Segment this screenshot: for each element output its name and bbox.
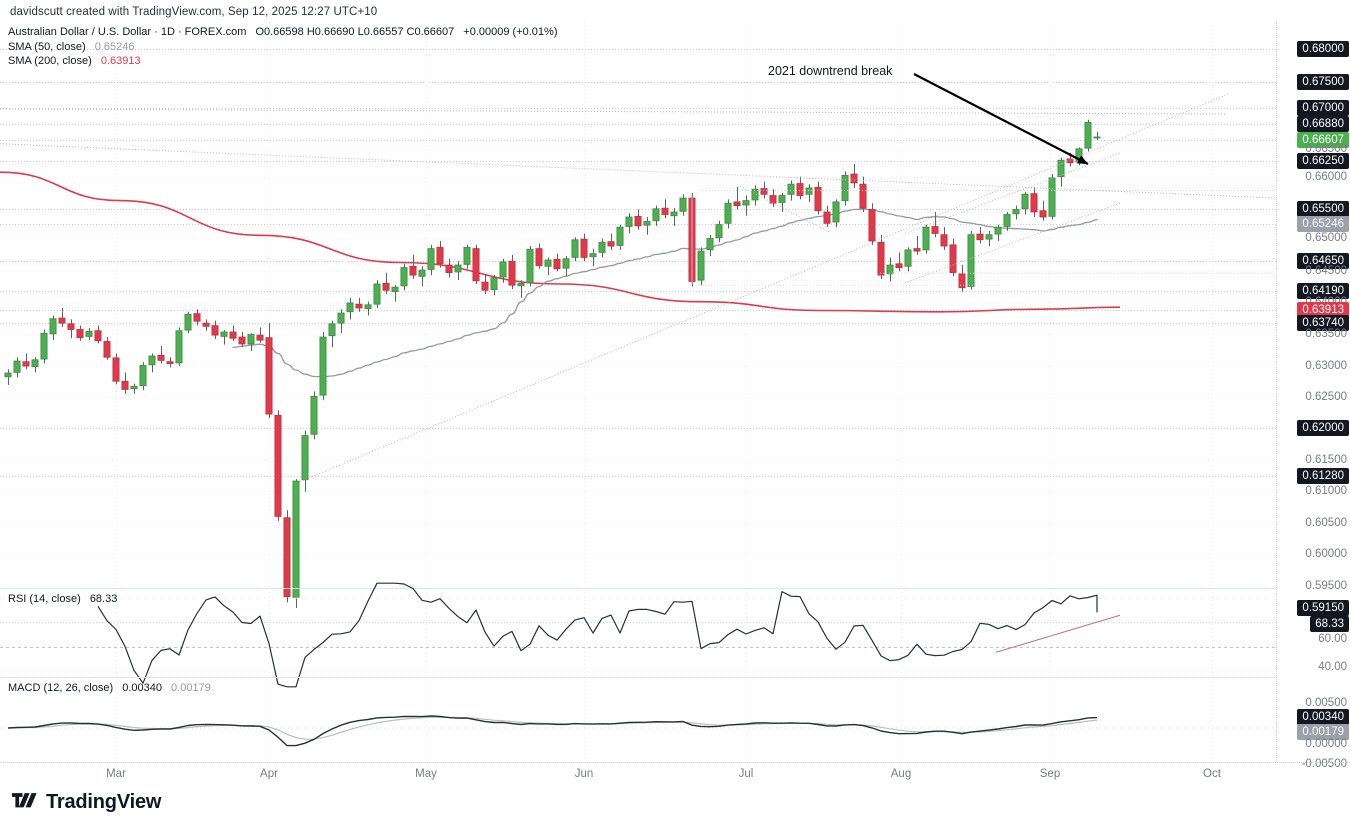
price-tick-badge[interactable]: 0.64190	[1297, 283, 1349, 299]
rsi-pane[interactable]: RSI (14, close) 68.33	[0, 582, 1276, 688]
time-tick-label: Mar	[106, 768, 126, 780]
ohlc-values: O0.66598 H0.66690 L0.66557 C0.66607	[255, 26, 455, 38]
price-tick-label: 0.65000	[1305, 232, 1347, 244]
time-tick-label: Sep	[1039, 768, 1061, 780]
price-tick-label: 0.61000	[1305, 485, 1347, 497]
price-tick-badge[interactable]: 0.66880	[1297, 116, 1349, 132]
change-value: +0.00009 (+0.01%)	[463, 26, 558, 38]
price-tick-badge[interactable]: 0.61280	[1297, 468, 1349, 484]
price-pane[interactable]: Australian Dollar / U.S. Dollar · 1D · F…	[0, 22, 1277, 608]
price-tick-badge[interactable]: 0.00179	[1297, 724, 1349, 740]
price-tick-label: 0.64500	[1305, 265, 1347, 277]
price-tick-label: 0.00500	[1305, 697, 1347, 709]
time-tick-label: Oct	[1203, 768, 1221, 780]
macd-label: MACD (12, 26, close)	[8, 682, 114, 694]
price-tick-label: 0.60500	[1305, 517, 1347, 529]
price-tick-label: 40.00	[1318, 661, 1347, 673]
price-tick-label: 60.00	[1318, 633, 1347, 645]
sma200-label: SMA (200, close)	[8, 55, 92, 67]
price-tick-badge[interactable]: 0.68000	[1297, 41, 1349, 57]
price-tick-badge[interactable]: 0.64650	[1297, 253, 1349, 269]
sma50-legend[interactable]: SMA (50, close) 0.65246	[8, 41, 134, 53]
pane-separator-rsi	[0, 588, 1276, 589]
chart-frame: Australian Dollar / U.S. Dollar · 1D · F…	[0, 22, 1277, 762]
macd-pane[interactable]: MACD (12, 26, close) 0.00340 0.00179	[0, 681, 1276, 761]
price-plot	[0, 22, 1277, 608]
macd-plot	[0, 681, 1276, 761]
sma50-value: 0.65246	[94, 41, 135, 53]
time-axis[interactable]: Mar Apr May Jun Jul Aug Sep Oct	[0, 762, 1350, 789]
tradingview-wordmark: TradingView	[46, 791, 162, 813]
price-axis[interactable]: 0.68000 0.67500 0.67000 0.66880 0.66607 0.665…	[1276, 22, 1350, 770]
price-tick-badge[interactable]: 0.63913	[1297, 302, 1349, 318]
rsi-label: RSI (14, close)	[8, 593, 81, 605]
price-tick-label: 0.66500	[1305, 143, 1347, 155]
rsi-plot	[0, 582, 1276, 688]
tradingview-logo: TradingView	[12, 791, 161, 814]
price-tick-label: 0.00000	[1305, 738, 1347, 750]
macd-value: 0.00340	[122, 682, 162, 694]
macd-signal-value: 0.00179	[171, 682, 211, 694]
price-tick-badge[interactable]: 0.66250	[1297, 153, 1349, 169]
price-tick-badge[interactable]: 0.66607	[1297, 132, 1349, 148]
watermark-text: davidscutt created with TradingView.com,…	[10, 6, 378, 18]
price-tick-label: 0.66000	[1305, 171, 1347, 183]
price-tick-label: 0.61500	[1305, 454, 1347, 466]
price-tick-label: -0.00500	[1301, 758, 1347, 770]
price-tick-label: 0.63000	[1305, 360, 1347, 372]
price-tick-badge[interactable]: 0.65246	[1297, 216, 1349, 232]
time-tick-label: Jul	[738, 768, 754, 780]
sma50-label: SMA (50, close)	[8, 41, 86, 53]
macd-legend[interactable]: MACD (12, 26, close) 0.00340 0.00179	[8, 682, 211, 694]
price-tick-badge[interactable]: 0.63740	[1297, 315, 1349, 331]
price-tick-badge[interactable]: 0.67000	[1297, 100, 1349, 116]
time-tick-label: Jun	[574, 768, 594, 780]
price-tick-badge[interactable]: 0.62000	[1297, 420, 1349, 436]
rsi-legend[interactable]: RSI (14, close) 68.33	[8, 593, 117, 605]
price-tick-badge[interactable]: 68.33	[1310, 616, 1349, 632]
time-tick-label: Aug	[890, 768, 912, 780]
symbol-title: Australian Dollar / U.S. Dollar · 1D · F…	[8, 26, 247, 38]
price-tick-badge[interactable]: 0.65500	[1297, 201, 1349, 217]
rsi-value: 68.33	[89, 593, 118, 605]
price-tick-label: 0.63500	[1305, 328, 1347, 340]
symbol-legend: Australian Dollar / U.S. Dollar · 1D · F…	[8, 26, 557, 39]
time-tick-label: May	[415, 768, 437, 780]
price-tick-badge[interactable]: 0.67500	[1297, 74, 1349, 90]
sma200-value: 0.63913	[100, 55, 141, 67]
price-tick-label: 0.59500	[1305, 580, 1347, 592]
annotation-label[interactable]: 2021 downtrend break	[768, 64, 893, 78]
price-tick-label: 0.62500	[1305, 391, 1347, 403]
sma200-legend[interactable]: SMA (200, close) 0.63913	[8, 55, 141, 67]
price-tick-badge[interactable]: 0.00340	[1297, 709, 1349, 725]
price-tick-label: 0.60000	[1305, 548, 1347, 560]
tradingview-mark-icon	[12, 793, 37, 808]
price-tick-badge[interactable]: 0.59150	[1297, 600, 1349, 616]
time-tick-label: Apr	[260, 768, 278, 780]
pane-separator-macd	[0, 677, 1276, 678]
